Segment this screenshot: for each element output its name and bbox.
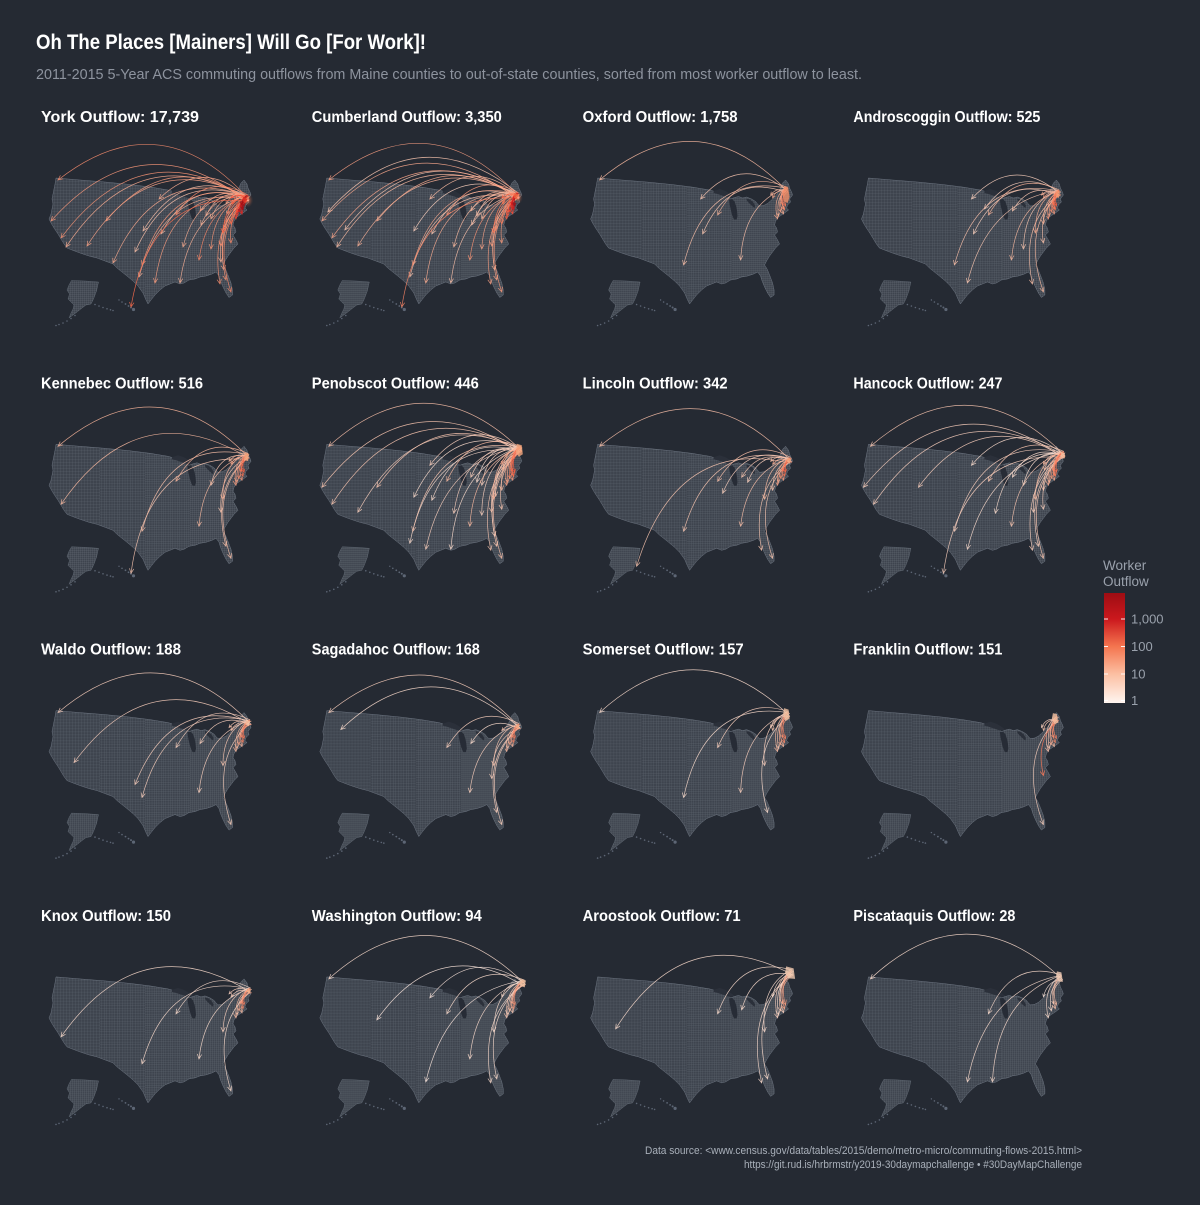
svg-text:2011-2015 5-Year ACS commuting: 2011-2015 5-Year ACS commuting outflows … bbox=[36, 66, 862, 83]
svg-text:Washington Outflow: 94: Washington Outflow: 94 bbox=[312, 908, 482, 925]
svg-text:Somerset Outflow: 157: Somerset Outflow: 157 bbox=[583, 642, 744, 659]
svg-text:10: 10 bbox=[1131, 667, 1145, 682]
svg-text:Penobscot Outflow: 446: Penobscot Outflow: 446 bbox=[312, 375, 479, 392]
svg-text:York Outflow: 17,739: York Outflow: 17,739 bbox=[41, 109, 199, 126]
svg-text:Waldo Outflow: 188: Waldo Outflow: 188 bbox=[41, 642, 181, 659]
svg-text:Hancock Outflow: 247: Hancock Outflow: 247 bbox=[853, 375, 1002, 392]
svg-text:1: 1 bbox=[1131, 693, 1138, 708]
svg-text:Kennebec Outflow: 516: Kennebec Outflow: 516 bbox=[41, 375, 203, 392]
svg-text:Oxford Outflow: 1,758: Oxford Outflow: 1,758 bbox=[583, 109, 738, 126]
svg-text:Aroostook Outflow: 71: Aroostook Outflow: 71 bbox=[583, 908, 741, 925]
svg-text:Sagadahoc Outflow: 168: Sagadahoc Outflow: 168 bbox=[312, 642, 480, 659]
svg-text:Oh The Places [Mainers] Will G: Oh The Places [Mainers] Will Go [For Wor… bbox=[36, 31, 426, 54]
svg-text:Franklin Outflow: 151: Franklin Outflow: 151 bbox=[853, 642, 1002, 659]
svg-text:https://git.rud.is/hrbrmstr/y2: https://git.rud.is/hrbrmstr/y2019-30daym… bbox=[744, 1159, 1082, 1171]
svg-text:Worker: Worker bbox=[1103, 558, 1147, 573]
svg-text:Lincoln Outflow: 342: Lincoln Outflow: 342 bbox=[583, 375, 728, 392]
svg-text:1,000: 1,000 bbox=[1131, 612, 1164, 627]
svg-text:100: 100 bbox=[1131, 639, 1153, 654]
svg-text:Data source: <www.census.gov/d: Data source: <www.census.gov/data/tables… bbox=[645, 1145, 1082, 1157]
svg-text:Cumberland Outflow: 3,350: Cumberland Outflow: 3,350 bbox=[312, 109, 502, 126]
svg-text:Piscataquis Outflow: 28: Piscataquis Outflow: 28 bbox=[853, 908, 1015, 925]
svg-text:Outflow: Outflow bbox=[1103, 574, 1149, 589]
svg-text:Androscoggin Outflow: 525: Androscoggin Outflow: 525 bbox=[853, 109, 1040, 126]
svg-text:Knox Outflow: 150: Knox Outflow: 150 bbox=[41, 908, 171, 925]
